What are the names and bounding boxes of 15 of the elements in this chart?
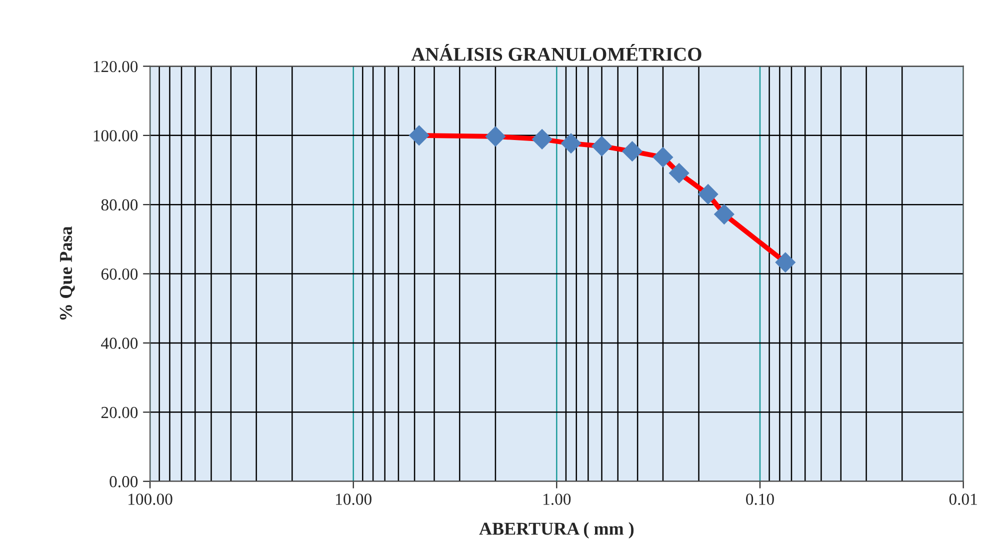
y-tick-label: 0.00 — [110, 476, 138, 488]
x-tick-label: 10.00 — [336, 494, 372, 505]
y-tick-label: 40.00 — [101, 338, 138, 349]
chart-title: ANÁLISIS GRANULOMÉTRICO — [411, 44, 702, 61]
y-tick-label: 20.00 — [101, 406, 138, 418]
y-tick-label: 100.00 — [94, 130, 138, 142]
x-tick-label: 0.10 — [746, 494, 774, 505]
x-tick-label: 0.01 — [949, 494, 977, 505]
y-tick-label: 60.00 — [101, 268, 138, 280]
x-tick-label: 1.00 — [544, 494, 571, 505]
y-tick-label: 80.00 — [101, 199, 138, 211]
x-tick-label: 100.00 — [128, 494, 172, 505]
y-axis-title: % Que Pasa — [60, 226, 75, 320]
y-tick-label: 120.00 — [94, 60, 138, 72]
x-axis-title: ABERTURA ( mm ) — [479, 522, 634, 539]
